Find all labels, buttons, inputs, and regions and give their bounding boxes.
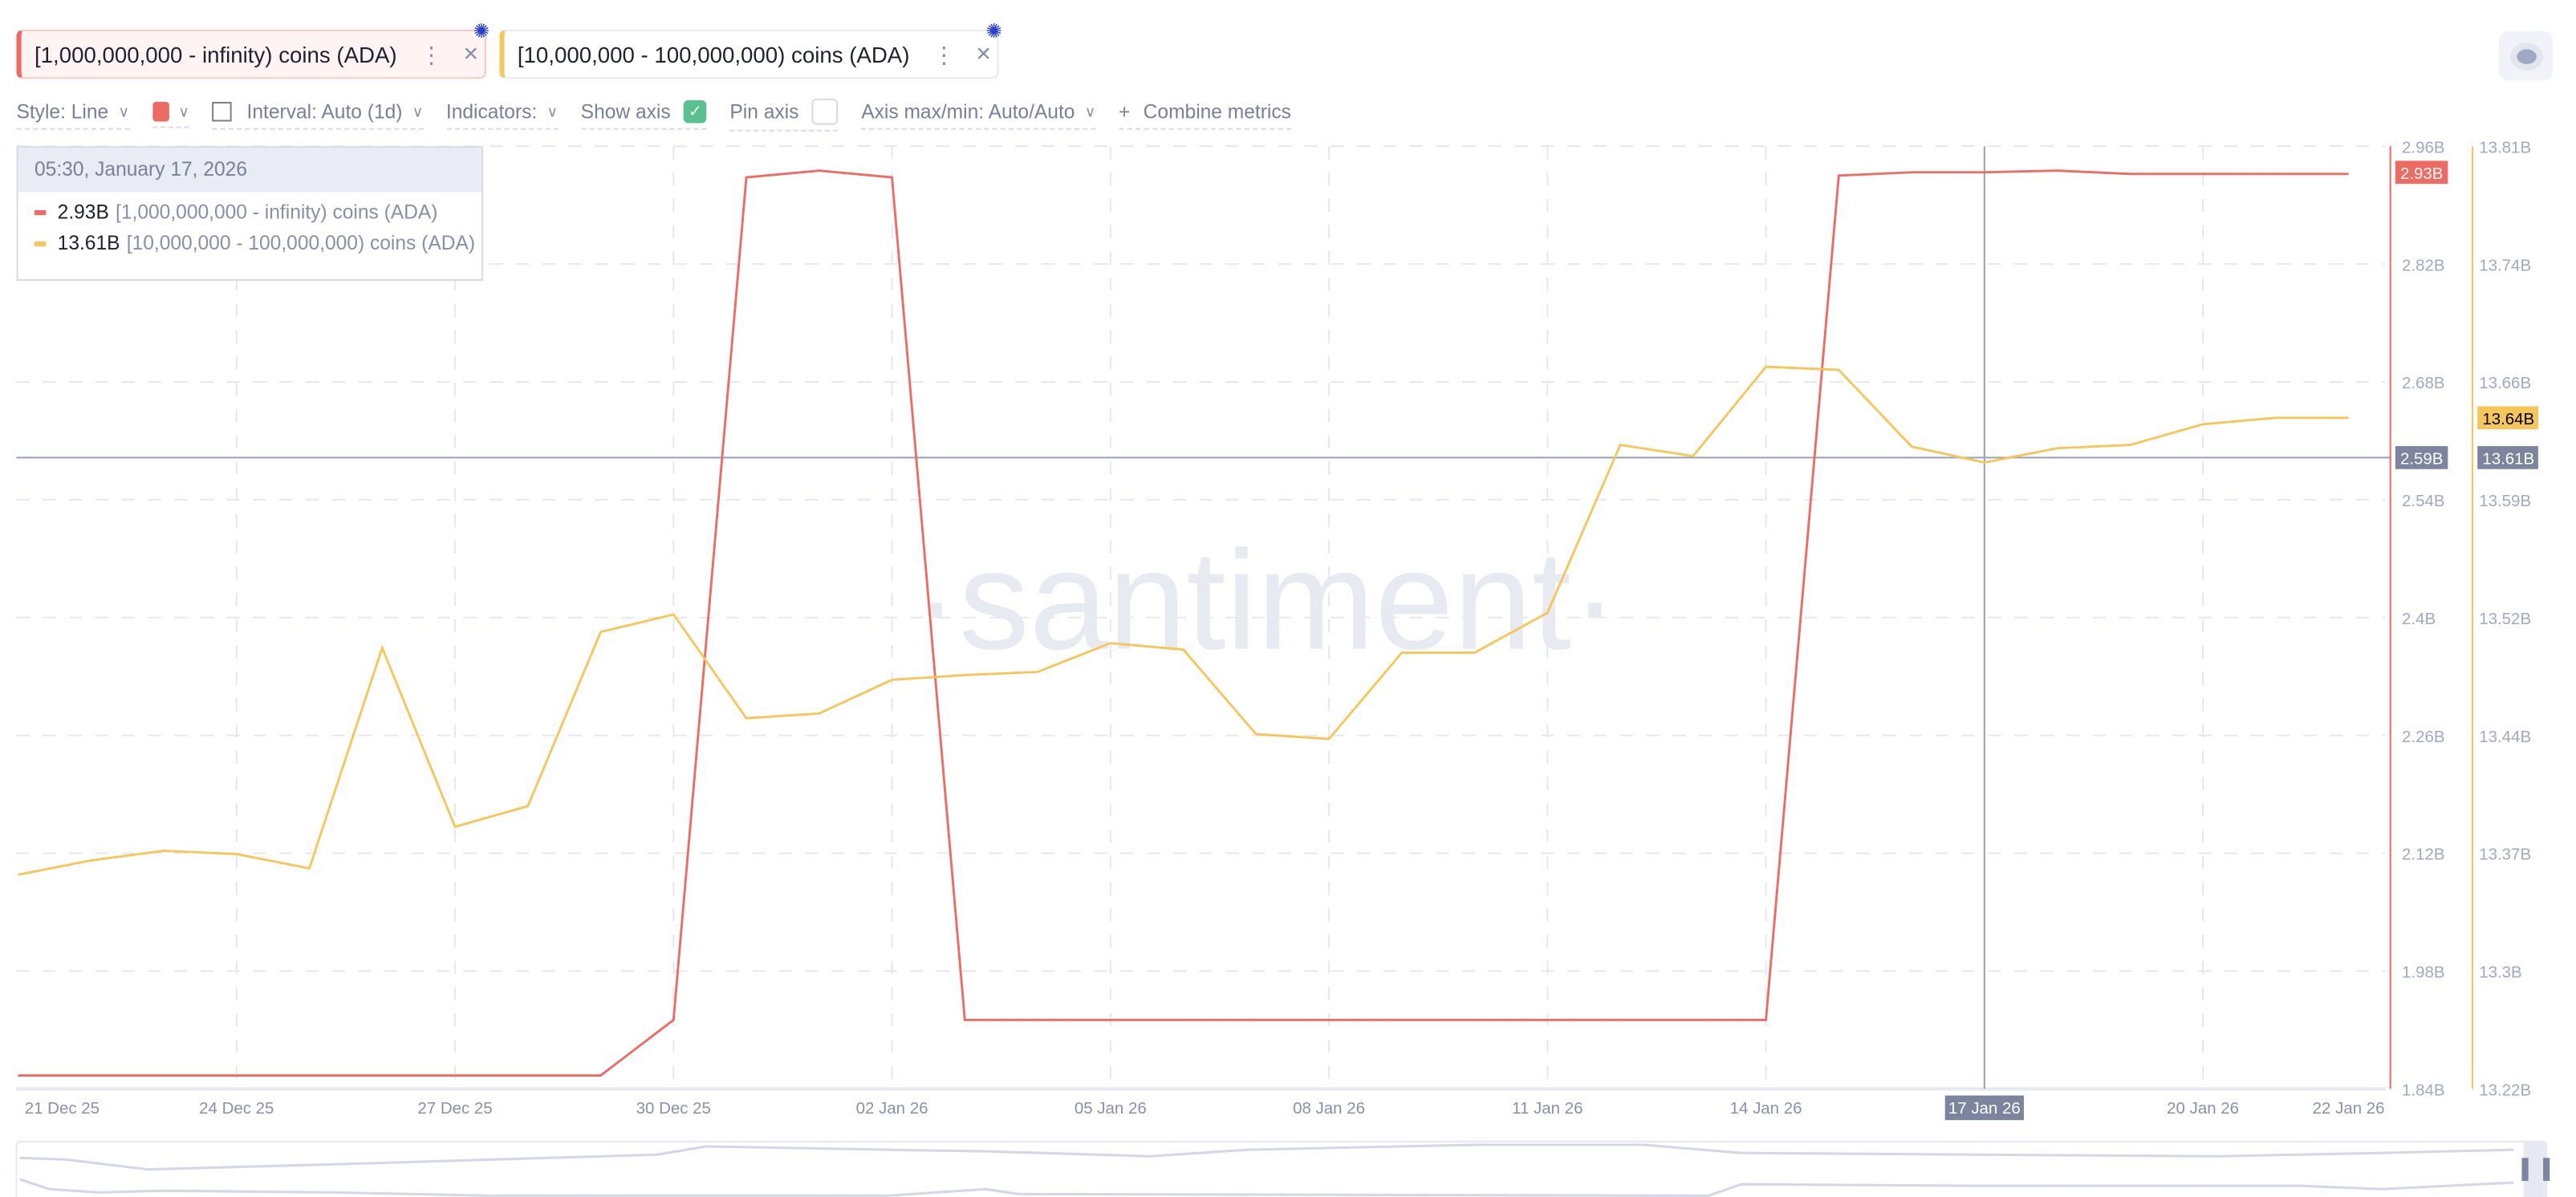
indicators-dropdown[interactable]: Indicators: ∨ — [445, 99, 559, 130]
record-button[interactable] — [2498, 30, 2554, 81]
navigator-handle-left[interactable] — [2521, 1158, 2529, 1181]
chart-toolbar: Style: Line ∨ ∨ Interval: Auto (1d) ∨ Indi… — [16, 98, 1314, 132]
legend-swatch — [34, 240, 47, 246]
axis-minmax-label: Axis max/min: Auto/Auto — [861, 99, 1075, 124]
tab-label: [10,000,000 - 100,000,000) coins (ADA) — [517, 42, 910, 67]
show-axis-toggle[interactable]: Show axis ✓ — [580, 99, 707, 130]
right-axis-tick: 13.59B — [2479, 492, 2531, 510]
interval-dropdown[interactable]: Interval: Auto (1d) ∨ — [212, 99, 424, 130]
right-current-value-badge: 13.64B — [2482, 410, 2534, 428]
left-axis-tick: 1.84B — [2402, 1081, 2445, 1099]
chevron-down-icon: ∨ — [178, 102, 189, 120]
left-current-value-badge: 2.93B — [2400, 164, 2444, 183]
tooltip: 05:30, January 17, 2026 2.93B [1,000,000,… — [16, 146, 483, 282]
color-swatch — [152, 101, 169, 122]
checkbox-checked-icon[interactable]: ✓ — [684, 99, 707, 124]
right-current-value-badge-bg — [2477, 406, 2538, 430]
x-axis-tick: 20 Jan 26 — [2167, 1099, 2239, 1118]
right-axis-tick: 13.74B — [2479, 256, 2531, 274]
crosshair-x-label: 17 Jan 26 — [1948, 1099, 2021, 1118]
watermark: ·santiment· — [912, 522, 1619, 680]
metric-tab-mid-holders[interactable]: [10,000,000 - 100,000,000) coins (ADA) ⋮… — [499, 29, 999, 79]
chevron-down-icon: ∨ — [546, 102, 559, 120]
x-axis-tick: 24 Dec 25 — [199, 1099, 274, 1118]
left-axis-tick: 2.12B — [2402, 846, 2445, 864]
tab-label: [1,000,000,000 - infinity) coins (ADA) — [34, 42, 397, 67]
x-axis-tick: 27 Dec 25 — [417, 1099, 492, 1118]
right-axis-tick: 13.37B — [2479, 846, 2531, 864]
pin-axis-toggle[interactable]: Pin axis — [729, 98, 839, 132]
legend-swatch — [34, 209, 47, 215]
more-vertical-icon[interactable]: ⋮ — [420, 40, 443, 67]
left-crosshair-badge: 2.59B — [2400, 450, 2444, 469]
tooltip-row: 2.93B [1,000,000,000 - infinity) coins (A… — [18, 200, 481, 224]
right-axis-tick: 13.66B — [2479, 374, 2531, 392]
tooltip-date: 05:30, January 17, 2026 — [18, 148, 481, 193]
more-vertical-icon[interactable]: ⋮ — [932, 40, 956, 67]
interval-label: Interval: Auto (1d) — [246, 99, 403, 124]
show-axis-label: Show axis — [580, 99, 671, 124]
style-label: Style: Line — [16, 99, 109, 124]
chevron-down-icon: ∨ — [412, 102, 424, 120]
combine-metrics-button[interactable]: + Combine metrics — [1118, 99, 1291, 130]
close-icon[interactable]: ✕ — [975, 43, 992, 66]
x-axis-tick: 08 Jan 26 — [1293, 1099, 1365, 1118]
calendar-icon — [212, 101, 233, 122]
combine-label: Combine metrics — [1143, 99, 1291, 124]
crosshair-x-label-bg — [1944, 1095, 2024, 1121]
right-axis-tick: 13.3B — [2479, 964, 2522, 982]
tooltip-row: 13.61B [10,000,000 - 100,000,000) coins (… — [18, 231, 481, 255]
navigator-trace — [19, 1178, 2514, 1197]
color-picker[interactable]: ∨ — [152, 101, 189, 128]
plus-icon: + — [1118, 99, 1131, 124]
left-axis-tick: 2.96B — [2402, 138, 2445, 156]
navigator-handle-right[interactable] — [2543, 1158, 2550, 1181]
left-axis-tick: 2.4B — [2402, 610, 2436, 628]
x-axis-tick: 11 Jan 26 — [1512, 1099, 1583, 1118]
tooltip-label: [1,000,000,000 - infinity) coins (ADA) — [116, 200, 438, 224]
x-axis-tick: 30 Dec 25 — [636, 1099, 711, 1118]
x-axis-tick: 02 Jan 26 — [856, 1099, 928, 1118]
chevron-down-icon: ∨ — [118, 102, 129, 120]
right-crosshair-badge: 13.61B — [2482, 450, 2534, 469]
series-line-1 — [18, 365, 2349, 876]
metric-tab-whales[interactable]: [1,000,000,000 - infinity) coins (ADA) ⋮… — [16, 29, 486, 79]
style-dropdown[interactable]: Style: Line ∨ — [16, 100, 129, 130]
left-axis-tick: 2.82B — [2402, 256, 2445, 274]
left-axis-tick: 2.54B — [2402, 492, 2445, 510]
left-axis-tick: 2.68B — [2402, 374, 2445, 392]
navigator-trace — [19, 1143, 2514, 1171]
series-line-0 — [18, 169, 2349, 1077]
cardano-icon: ✺ — [473, 19, 490, 43]
x-axis-tick: 14 Jan 26 — [1730, 1099, 1802, 1118]
x-axis-tick: 22 Jan 26 — [2313, 1099, 2385, 1118]
right-axis-tick: 13.22B — [2479, 1081, 2531, 1099]
indicators-label: Indicators: — [445, 99, 538, 124]
left-current-value-badge-bg — [2395, 160, 2448, 185]
left-axis-tick: 2.26B — [2402, 728, 2445, 746]
tooltip-value: 13.61B — [57, 231, 120, 255]
chevron-down-icon: ∨ — [1084, 102, 1096, 120]
record-icon — [2516, 48, 2536, 63]
left-axis-tick: 1.98B — [2402, 964, 2445, 982]
x-axis-tick: 05 Jan 26 — [1075, 1099, 1147, 1118]
tooltip-label: [10,000,000 - 100,000,000) coins (ADA) — [126, 231, 476, 255]
x-axis-tick: 21 Dec 25 — [25, 1099, 100, 1118]
right-axis-tick: 13.44B — [2479, 728, 2531, 746]
cardano-icon: ✺ — [985, 19, 1002, 43]
right-axis-tick: 13.81B — [2479, 138, 2531, 156]
right-crosshair-badge-bg — [2477, 446, 2538, 469]
right-axis-tick: 13.52B — [2479, 610, 2531, 628]
close-icon[interactable]: ✕ — [462, 43, 480, 66]
tooltip-value: 2.93B — [57, 200, 109, 224]
left-crosshair-badge-bg — [2395, 446, 2448, 469]
pin-axis-label: Pin axis — [729, 99, 799, 124]
checkbox-unchecked-icon[interactable] — [811, 98, 839, 125]
axis-minmax-dropdown[interactable]: Axis max/min: Auto/Auto ∨ — [861, 99, 1096, 130]
